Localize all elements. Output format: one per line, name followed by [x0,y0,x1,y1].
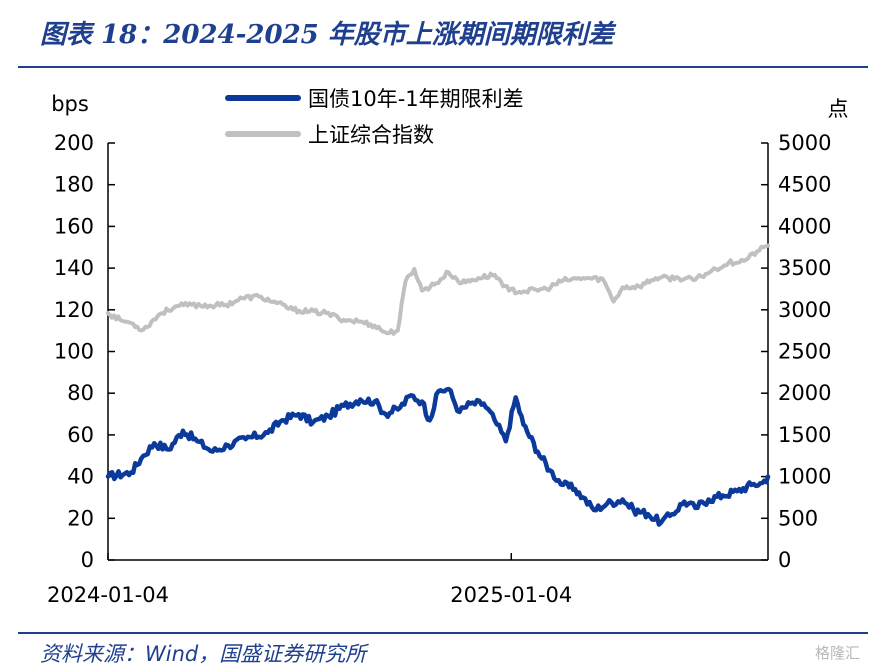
right-tick-label: 1000 [778,465,831,489]
right-axis-unit: 点 [828,97,849,121]
title-rule [18,66,868,68]
left-tick-label: 0 [81,548,94,572]
series-group [105,243,771,527]
left-tick-label: 120 [54,298,94,322]
shanghai-index-line [106,243,770,336]
right-tick-label: 3000 [778,298,831,322]
left-tick-label: 100 [54,340,94,364]
left-tick-label: 200 [54,131,94,155]
left-axis-unit: bps [51,92,89,116]
right-tick-label: 500 [778,506,818,530]
left-tick-label: 40 [67,465,94,489]
right-tick-label: 3500 [778,256,831,280]
source-note: 资料来源：Wind，国盛证券研究所 [40,642,367,666]
right-tick-label: 5000 [778,131,831,155]
right-tick-label: 4500 [778,173,831,197]
x-tick-label: 2025-01-04 [450,583,572,607]
left-tick-label: 80 [67,381,94,405]
watermark: 格隆汇 [814,644,860,662]
x-tick-label: 2024-01-04 [47,583,169,607]
axes-group: 0204060801001201401601802000500100015002… [47,92,849,607]
right-tick-label: 4000 [778,214,831,238]
left-tick-label: 60 [67,423,94,447]
left-tick-label: 180 [54,173,94,197]
right-tick-label: 2500 [778,340,831,364]
right-tick-label: 2000 [778,381,831,405]
source-rule [18,632,868,634]
left-tick-label: 20 [67,506,94,530]
left-tick-label: 140 [54,256,94,280]
right-tick-label: 0 [778,548,791,572]
left-tick-label: 160 [54,214,94,238]
legend-label: 上证综合指数 [308,123,434,147]
figure-title: 图表 18：2024-2025 年股市上涨期间期限利差 [40,20,614,50]
term-spread-line [105,386,771,527]
legend-label: 国债10年-1年期限利差 [308,87,524,111]
right-tick-label: 1500 [778,423,831,447]
line-chart: 0204060801001201401601802000500100015002… [47,87,849,607]
